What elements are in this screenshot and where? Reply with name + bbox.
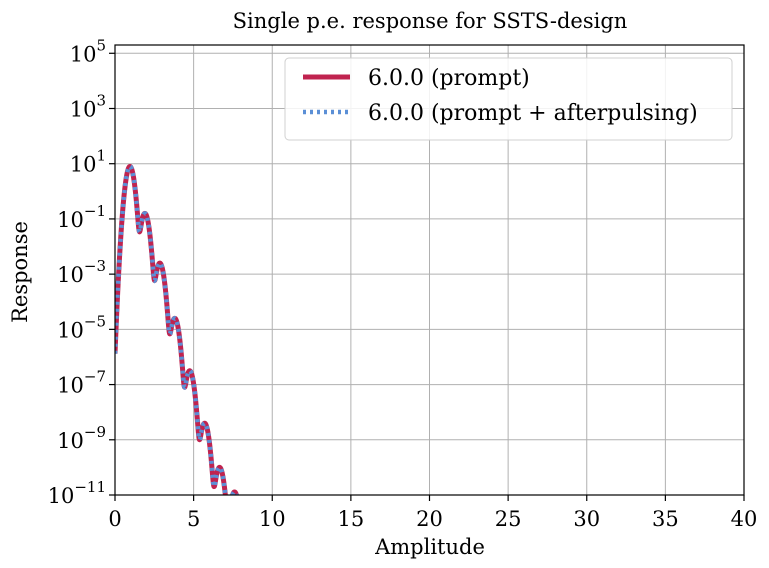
series-line-prompt <box>115 163 240 495</box>
y-tick-label: 101 <box>70 147 106 177</box>
y-tick-label: 10−9 <box>57 423 106 453</box>
y-tick-label: 105 <box>70 36 106 66</box>
y-axis-title: Response <box>8 221 32 323</box>
y-axis: 10−11 10−9 10−7 10−5 10−3 10−1 101 103 105 <box>48 36 115 508</box>
x-tick-label: 5 <box>187 507 200 531</box>
x-tick-label: 35 <box>652 507 679 531</box>
x-tick-label: 0 <box>108 507 121 531</box>
legend-label-prompt: 6.0.0 (prompt) <box>368 66 530 91</box>
x-axis-title: Amplitude <box>374 535 485 559</box>
x-axis: 0 5 10 15 20 25 30 35 40 <box>108 495 757 531</box>
legend-label-afterpulsing: 6.0.0 (prompt + afterpulsing) <box>368 101 698 126</box>
x-tick-label: 15 <box>338 507 365 531</box>
y-tick-label: 10−3 <box>57 257 106 287</box>
x-tick-label: 25 <box>495 507 522 531</box>
x-tick-label: 10 <box>259 507 286 531</box>
y-tick-label: 103 <box>70 91 106 121</box>
x-tick-label: 40 <box>731 507 758 531</box>
series-layer <box>115 163 240 495</box>
y-tick-label: 10−7 <box>57 368 106 398</box>
y-tick-label: 10−11 <box>48 478 106 508</box>
x-tick-label: 20 <box>416 507 443 531</box>
x-tick-label: 30 <box>573 507 600 531</box>
chart-title: Single p.e. response for SSTS-design <box>233 9 628 33</box>
y-tick-label: 10−5 <box>57 312 106 342</box>
y-tick-label: 10−1 <box>57 202 106 232</box>
legend: 6.0.0 (prompt) 6.0.0 (prompt + afterpuls… <box>284 57 733 141</box>
legend-box <box>284 57 733 141</box>
